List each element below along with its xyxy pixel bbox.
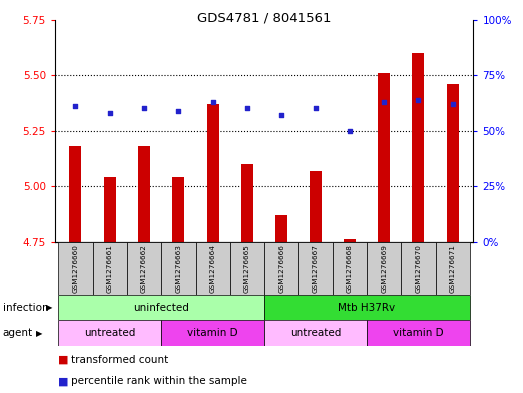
Bar [230,242,264,295]
Text: ▶: ▶ [36,329,42,338]
Bar [310,171,322,242]
Bar [264,295,470,320]
Bar [344,239,356,242]
Point [380,99,389,105]
Text: GSM1276662: GSM1276662 [141,244,147,293]
Bar [93,242,127,295]
Bar [264,242,299,295]
Text: GSM1276660: GSM1276660 [73,244,78,293]
Point [414,96,423,103]
Bar [59,242,93,295]
Bar [299,242,333,295]
Bar [161,320,264,346]
Point [174,108,183,114]
Text: GSM1276668: GSM1276668 [347,244,353,293]
Point [346,127,354,134]
Text: GSM1276665: GSM1276665 [244,244,250,293]
Text: uninfected: uninfected [133,303,189,312]
Text: untreated: untreated [290,328,341,338]
Bar [413,53,425,242]
Text: agent: agent [3,328,33,338]
Bar [59,295,264,320]
Bar [127,242,161,295]
Point [277,112,286,118]
Bar [401,242,436,295]
Bar [59,320,161,346]
Bar [196,242,230,295]
Bar [333,242,367,295]
Bar [70,146,82,242]
Point [243,105,251,112]
Point [71,103,79,109]
Bar [138,146,150,242]
Text: Mtb H37Rv: Mtb H37Rv [338,303,395,312]
Point [311,105,320,112]
Bar [367,242,401,295]
Point [449,101,457,107]
Point [209,99,217,105]
Text: GSM1276669: GSM1276669 [381,244,387,293]
Text: GSM1276667: GSM1276667 [313,244,319,293]
Bar [173,177,185,242]
Text: GSM1276670: GSM1276670 [415,244,422,293]
Bar [447,84,459,242]
Text: GSM1276671: GSM1276671 [450,244,456,293]
Text: GSM1276663: GSM1276663 [175,244,181,293]
Bar [161,242,196,295]
Text: GSM1276664: GSM1276664 [210,244,215,293]
Text: ■: ■ [58,354,68,365]
Text: transformed count: transformed count [71,354,168,365]
Bar [104,177,116,242]
Text: GSM1276666: GSM1276666 [278,244,285,293]
Text: vitamin D: vitamin D [393,328,444,338]
Text: vitamin D: vitamin D [187,328,238,338]
Bar [275,215,287,242]
Text: ▶: ▶ [46,303,52,312]
Text: GSM1276661: GSM1276661 [107,244,113,293]
Bar [378,73,390,242]
Bar [241,164,253,242]
Text: untreated: untreated [84,328,135,338]
Text: percentile rank within the sample: percentile rank within the sample [71,376,246,386]
Bar [436,242,470,295]
Point [106,110,114,116]
Text: ■: ■ [58,376,68,386]
Text: GDS4781 / 8041561: GDS4781 / 8041561 [197,12,332,25]
Bar [264,320,367,346]
Point [140,105,148,112]
Bar [367,320,470,346]
Text: infection: infection [3,303,48,312]
Bar [207,104,219,242]
